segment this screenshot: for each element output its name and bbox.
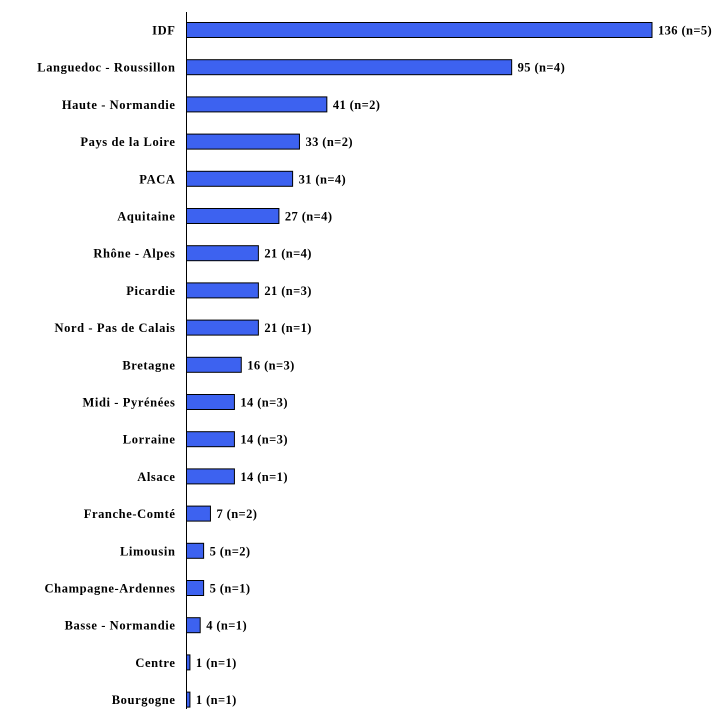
- data-label: 33 (n=2): [305, 135, 352, 149]
- data-label: 27 (n=4): [285, 210, 332, 224]
- bar: [186, 654, 191, 671]
- data-label: 4 (n=1): [206, 619, 247, 633]
- category-label: Bretagne: [122, 358, 175, 372]
- bar: [186, 542, 205, 559]
- data-label: 31 (n=4): [299, 172, 346, 186]
- category-label: Rhône - Alpes: [93, 247, 175, 261]
- bar: [186, 319, 259, 336]
- data-label: 16 (n=3): [247, 358, 294, 372]
- bar: [186, 170, 294, 187]
- bar: [186, 59, 513, 76]
- category-label: Picardie: [126, 284, 175, 298]
- bar: [186, 133, 300, 150]
- category-label: Franche-Comté: [84, 507, 176, 521]
- category-label: Haute - Normandie: [62, 98, 176, 112]
- bar: [186, 468, 235, 485]
- data-label: 5 (n=1): [210, 582, 251, 596]
- category-label: Bourgogne: [112, 693, 176, 707]
- data-label: 21 (n=1): [264, 321, 311, 335]
- bar: [186, 617, 201, 634]
- category-label: Champagne-Ardennes: [45, 582, 176, 596]
- category-label: PACA: [139, 172, 175, 186]
- data-label: 95 (n=4): [518, 61, 565, 75]
- category-label: Aquitaine: [117, 210, 175, 224]
- chart-marks: IDF 136 (n=5) Languedoc - Roussillon 95 (n=…: [37, 22, 712, 708]
- category-label: Lorraine: [123, 433, 176, 447]
- category-label: Nord - Pas de Calais: [54, 321, 175, 335]
- category-label: Centre: [135, 656, 175, 670]
- bar: [186, 356, 242, 373]
- data-label: 1 (n=1): [196, 656, 237, 670]
- bar: [186, 245, 259, 262]
- category-label: IDF: [152, 24, 175, 38]
- data-label: 21 (n=4): [264, 247, 311, 261]
- bar: [186, 580, 205, 596]
- category-label: Basse - Normandie: [65, 619, 176, 633]
- bar: [186, 431, 235, 448]
- data-label: 14 (n=3): [240, 433, 287, 447]
- bar: [186, 394, 235, 410]
- data-label: 1 (n=1): [196, 693, 237, 707]
- data-label: 5 (n=2): [210, 544, 251, 558]
- data-label: 14 (n=1): [240, 470, 287, 484]
- category-label: Midi - Pyrénées: [82, 396, 175, 410]
- data-label: 7 (n=2): [216, 507, 257, 521]
- data-label: 136 (n=5): [658, 24, 712, 38]
- category-label: Limousin: [120, 544, 176, 558]
- bar: [186, 691, 191, 708]
- bar: [186, 282, 259, 299]
- data-label: 14 (n=3): [240, 396, 287, 410]
- bar: [186, 208, 280, 224]
- category-label: Pays de la Loire: [80, 135, 175, 149]
- category-label: Alsace: [137, 470, 175, 484]
- bar: [186, 22, 653, 38]
- category-label: Languedoc - Roussillon: [37, 61, 175, 75]
- data-label: 41 (n=2): [333, 98, 380, 112]
- bar: [186, 96, 328, 113]
- bar: [186, 505, 211, 522]
- data-label: 21 (n=3): [264, 284, 311, 298]
